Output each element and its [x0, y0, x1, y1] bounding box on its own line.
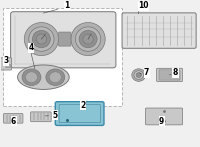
Text: 8: 8 [173, 68, 178, 77]
Text: 1: 1 [65, 1, 70, 10]
FancyBboxPatch shape [157, 68, 182, 82]
Ellipse shape [79, 30, 97, 48]
Text: 10: 10 [138, 1, 149, 10]
FancyBboxPatch shape [3, 114, 23, 123]
Ellipse shape [46, 69, 65, 86]
FancyBboxPatch shape [55, 102, 104, 125]
Text: 6: 6 [11, 117, 16, 126]
Ellipse shape [71, 22, 105, 56]
Ellipse shape [132, 69, 146, 81]
Text: 4: 4 [29, 43, 34, 52]
Ellipse shape [26, 72, 37, 83]
FancyBboxPatch shape [159, 70, 180, 80]
FancyBboxPatch shape [58, 32, 71, 46]
FancyBboxPatch shape [6, 65, 11, 68]
Ellipse shape [29, 27, 54, 51]
Ellipse shape [83, 34, 93, 44]
Ellipse shape [24, 22, 59, 56]
FancyBboxPatch shape [145, 108, 183, 125]
Ellipse shape [134, 71, 143, 79]
Ellipse shape [32, 30, 50, 48]
Text: 2: 2 [80, 101, 86, 110]
Ellipse shape [136, 73, 141, 77]
Ellipse shape [49, 72, 61, 83]
Ellipse shape [18, 65, 69, 89]
Text: 7: 7 [144, 68, 149, 77]
FancyBboxPatch shape [1, 58, 12, 70]
FancyBboxPatch shape [11, 12, 116, 68]
FancyBboxPatch shape [31, 112, 51, 122]
Text: 9: 9 [159, 117, 164, 126]
FancyBboxPatch shape [3, 8, 122, 106]
FancyBboxPatch shape [122, 13, 196, 48]
Text: 5: 5 [53, 111, 58, 120]
Ellipse shape [75, 27, 101, 51]
Ellipse shape [22, 69, 41, 86]
Text: 3: 3 [3, 56, 8, 65]
Ellipse shape [36, 34, 47, 44]
